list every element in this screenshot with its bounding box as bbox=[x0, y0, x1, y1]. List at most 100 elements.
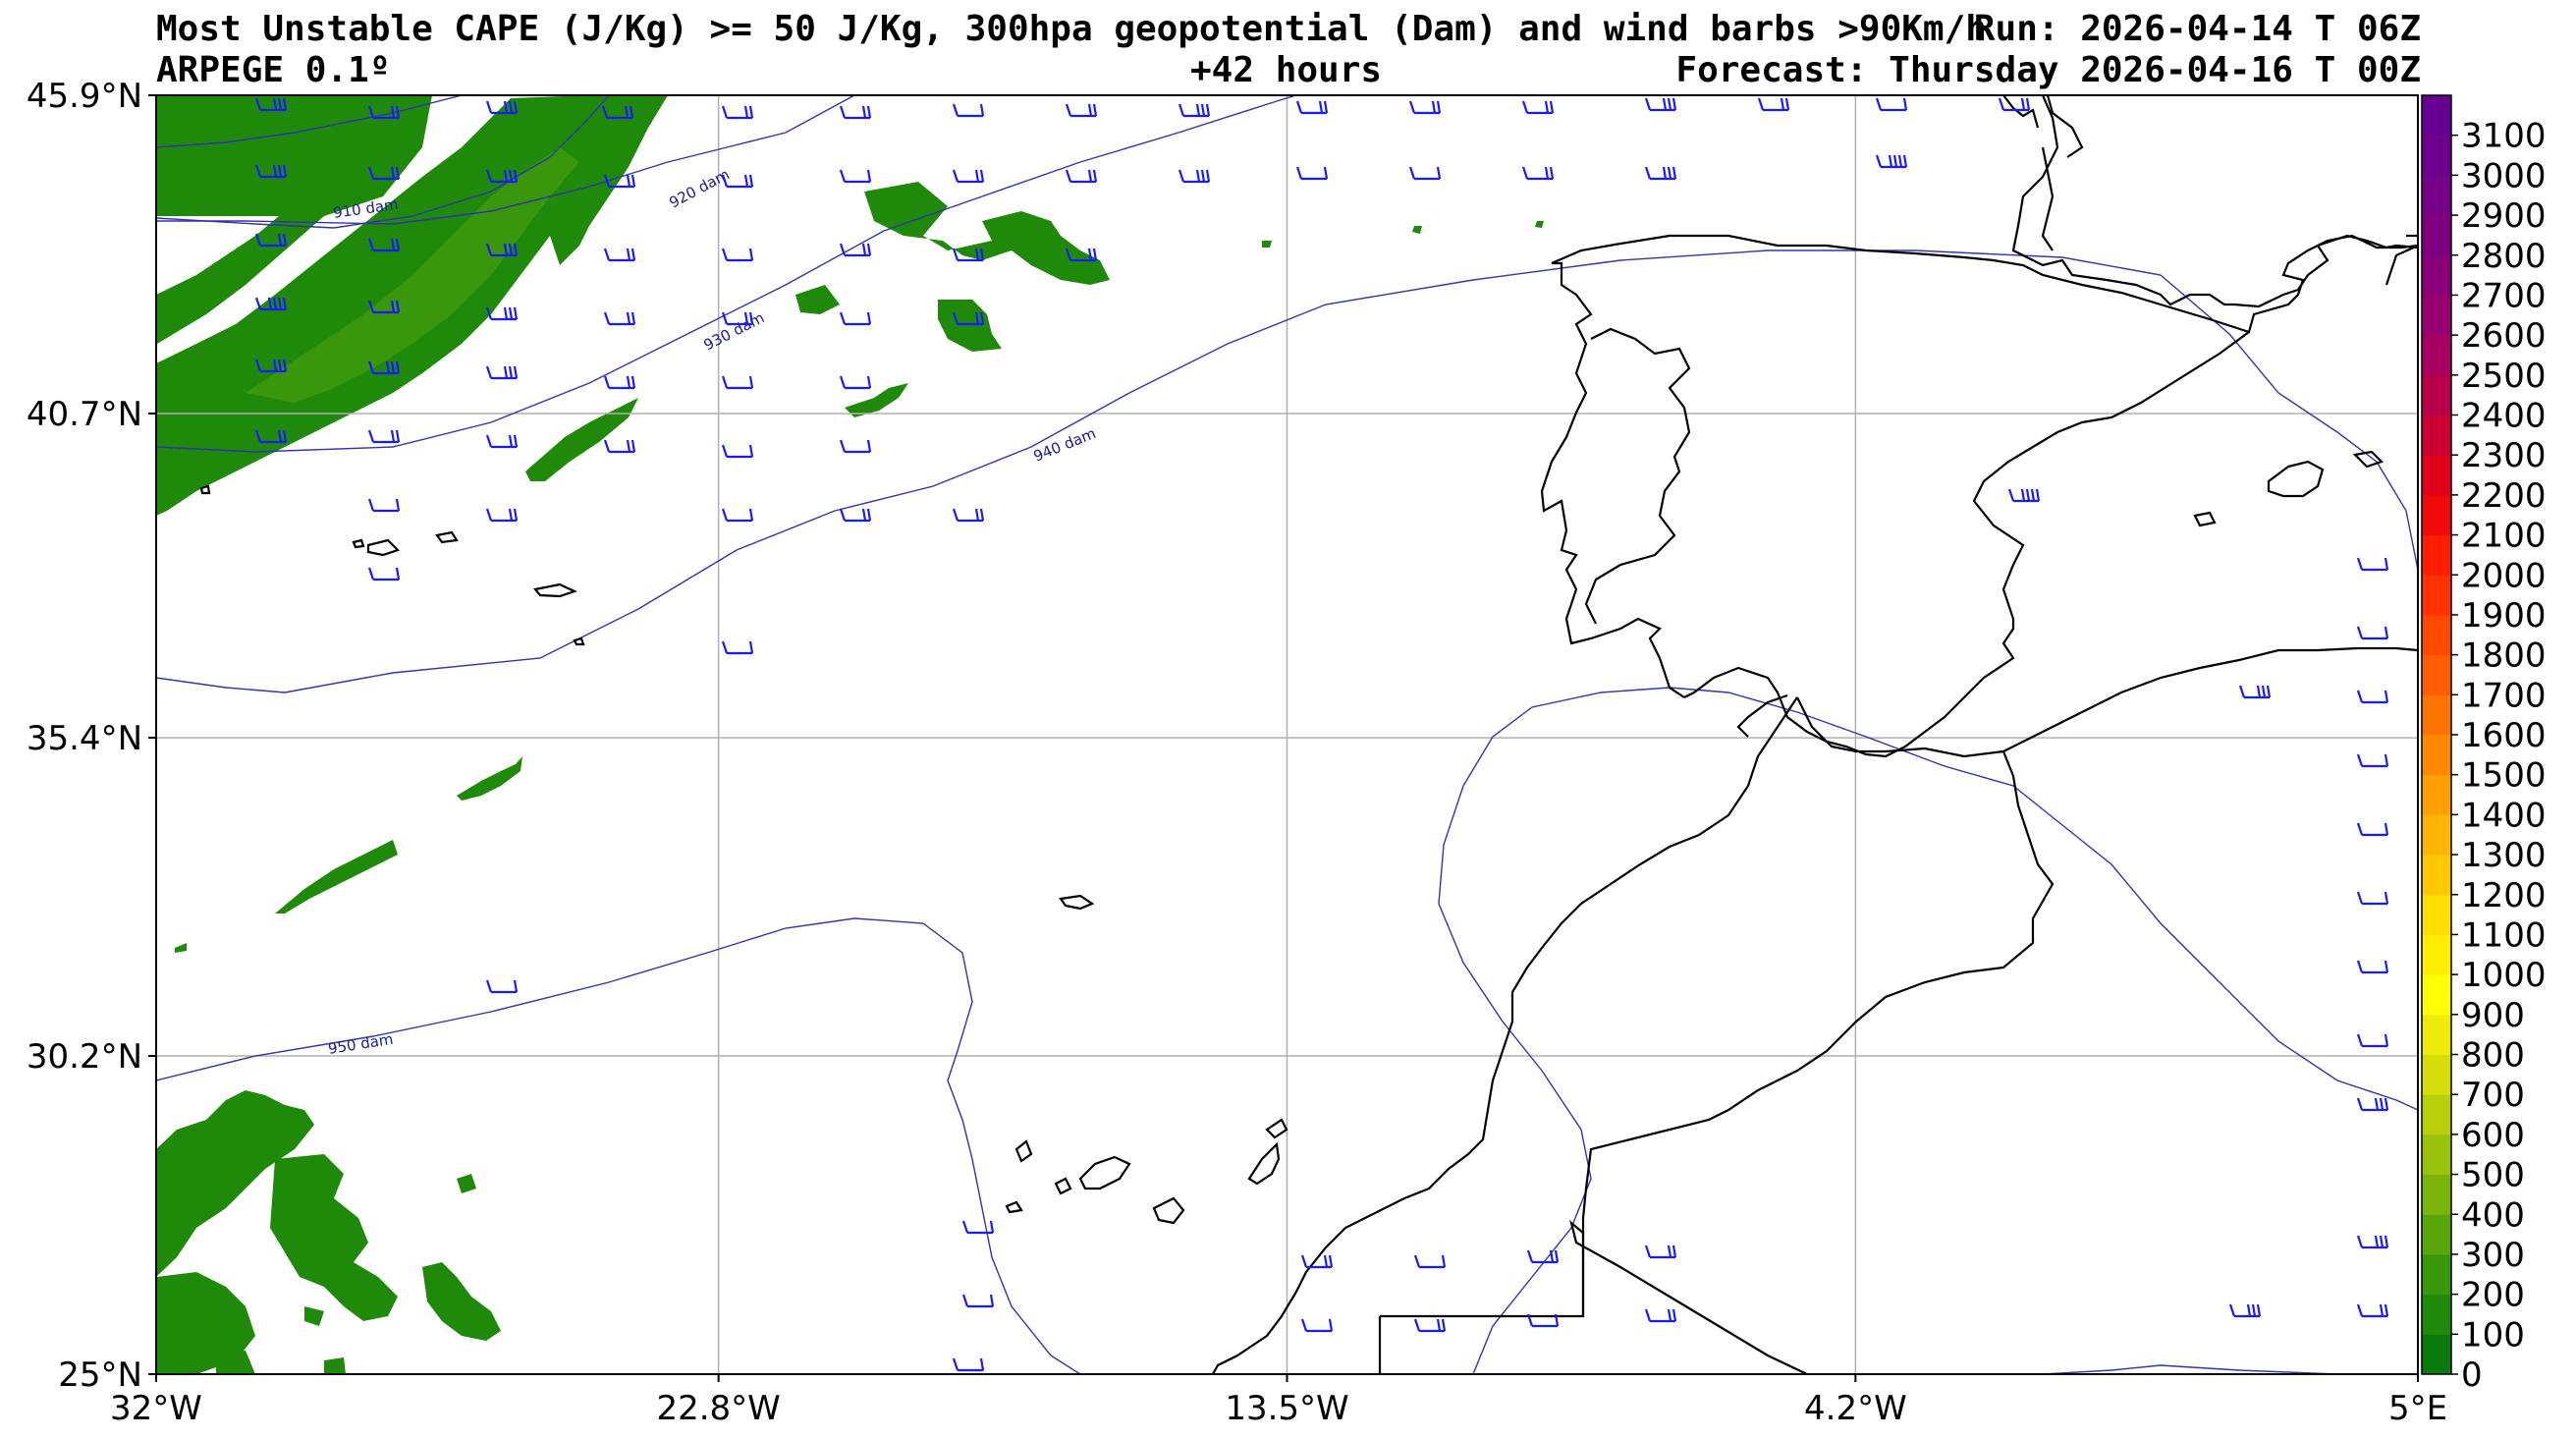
contour-910b bbox=[156, 95, 610, 229]
colorbar-segment bbox=[2422, 415, 2451, 456]
wind-barb bbox=[1300, 1318, 1334, 1333]
wind-barb bbox=[1408, 100, 1442, 115]
wind-barb bbox=[1065, 248, 1098, 262]
chart-title: Most Unstable CAPE (J/Kg) >= 50 J/Kg, 30… bbox=[156, 9, 1987, 49]
wind-barb bbox=[721, 105, 754, 120]
colorbar-segment bbox=[2422, 855, 2451, 896]
colorbar-label: 2500 bbox=[2461, 357, 2547, 396]
cape-patch bbox=[156, 1090, 314, 1277]
colorbar-segment bbox=[2422, 1294, 2451, 1335]
wind-barb bbox=[1413, 1318, 1447, 1333]
wind-barb bbox=[601, 105, 634, 120]
coastline-azores-5 bbox=[573, 636, 585, 646]
coastline-madeira bbox=[1059, 894, 1095, 911]
colorbar-label: 3000 bbox=[2461, 156, 2547, 195]
lead-time-label: +42 hours bbox=[1190, 50, 1383, 90]
x-tick-label: 4.2°W bbox=[1804, 1389, 1907, 1428]
colorbar-label: 1600 bbox=[2461, 716, 2547, 755]
cape-patch bbox=[795, 285, 840, 314]
colorbar-segment bbox=[2422, 894, 2451, 935]
colorbar-label: 100 bbox=[2461, 1315, 2525, 1355]
y-tick-label: 25°N bbox=[58, 1356, 142, 1395]
y-tick-label: 40.7°N bbox=[27, 395, 142, 434]
wind-barb bbox=[367, 498, 401, 513]
wind-barb bbox=[485, 434, 519, 449]
colorbar-segment bbox=[2422, 774, 2451, 815]
wind-barb bbox=[952, 103, 985, 118]
wind-barb bbox=[367, 238, 401, 252]
wind-barb bbox=[254, 359, 288, 373]
cape-field bbox=[156, 95, 1544, 1374]
wind-barb bbox=[1757, 97, 1790, 112]
wind-barb bbox=[603, 311, 636, 326]
contour-920 bbox=[156, 95, 855, 225]
wind-barb bbox=[367, 429, 401, 444]
wind-barb bbox=[1413, 1254, 1447, 1269]
wind-barb bbox=[2356, 626, 2389, 640]
wind-barb bbox=[2356, 753, 2389, 768]
wind-barb bbox=[367, 360, 401, 375]
y-tick-label: 45.9°N bbox=[27, 77, 142, 116]
colorbar-label: 2800 bbox=[2461, 237, 2547, 276]
colorbar-segment bbox=[2422, 215, 2451, 256]
wind-barb bbox=[2238, 685, 2272, 699]
cape-patch bbox=[304, 1306, 324, 1326]
coastline-canary-3 bbox=[1152, 1196, 1185, 1225]
wind-barb bbox=[485, 508, 519, 523]
colorbar-segment bbox=[2422, 494, 2451, 536]
cape-patch bbox=[275, 840, 398, 913]
colorbar-segment bbox=[2422, 1334, 2451, 1375]
wind-barb bbox=[2356, 1097, 2389, 1112]
contour-label-920: 920 dam bbox=[666, 165, 732, 211]
colorbar-label: 1400 bbox=[2461, 796, 2547, 835]
colorbar-label: 1100 bbox=[2461, 915, 2547, 955]
coastline-azores-1 bbox=[532, 582, 577, 598]
colorbar-label: 1900 bbox=[2461, 596, 2547, 636]
cape-patch bbox=[1535, 221, 1544, 228]
cape-patch bbox=[1412, 226, 1422, 234]
coastline-france bbox=[2011, 95, 2418, 308]
wind-barb bbox=[721, 444, 754, 459]
wind-barb bbox=[961, 1294, 995, 1308]
cape-patch bbox=[845, 383, 908, 417]
wind-barb bbox=[485, 243, 519, 257]
coastline-canary-1 bbox=[1247, 1141, 1281, 1186]
coastline-menorca bbox=[2352, 450, 2384, 469]
wind-barb bbox=[254, 164, 288, 179]
coastline-corsica bbox=[2384, 244, 2418, 286]
x-tick-label: 32°W bbox=[110, 1389, 202, 1428]
wind-barb bbox=[367, 105, 401, 120]
wind-barb bbox=[1644, 1308, 1677, 1323]
colorbar: 0100200300400500600700800900100011001200… bbox=[2421, 94, 2547, 1395]
colorbar-segment bbox=[2422, 1134, 2451, 1176]
wind-barb bbox=[1526, 1249, 1560, 1264]
wind-barbs bbox=[254, 97, 2389, 1372]
cape-patch bbox=[1262, 241, 1272, 248]
coastline-africa-north bbox=[1796, 646, 2418, 758]
coastline-iberia bbox=[1551, 234, 2418, 334]
colorbar-label: 200 bbox=[2461, 1276, 2525, 1315]
wind-barb bbox=[603, 174, 636, 189]
wind-barb bbox=[1065, 103, 1098, 118]
contour-label-930: 930 dam bbox=[701, 308, 768, 354]
wind-barb bbox=[254, 233, 288, 248]
wind-barb bbox=[961, 1220, 995, 1235]
cape-patch bbox=[525, 398, 638, 481]
wind-barb bbox=[2356, 1033, 2389, 1048]
wind-barb bbox=[2356, 1303, 2389, 1318]
coastline-canary-2 bbox=[1265, 1118, 1288, 1139]
colorbar-label: 1800 bbox=[2461, 636, 2547, 676]
coastline-azores-2 bbox=[366, 538, 401, 557]
wind-barb bbox=[1875, 154, 1908, 169]
coastlines bbox=[199, 95, 2418, 1374]
colorbar-segment bbox=[2422, 1054, 2451, 1095]
wind-barb bbox=[1521, 166, 1555, 181]
border-western-sahara bbox=[1380, 1219, 1808, 1374]
wind-barb bbox=[1065, 169, 1098, 184]
wind-barb bbox=[1875, 97, 1908, 112]
colorbar-label: 2100 bbox=[2461, 517, 2547, 556]
colorbar-label: 2300 bbox=[2461, 436, 2547, 475]
contour-940 bbox=[156, 249, 2418, 693]
colorbar-label: 1300 bbox=[2461, 836, 2547, 875]
